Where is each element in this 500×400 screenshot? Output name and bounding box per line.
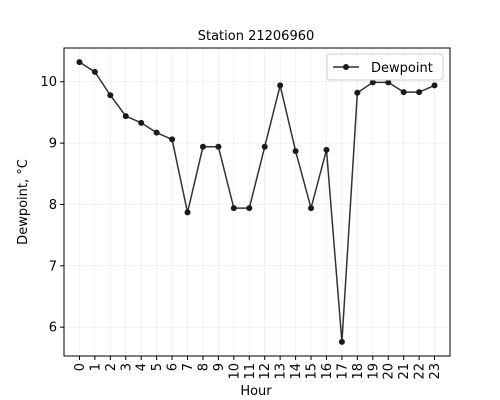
x-tick-label-13: 13 bbox=[274, 363, 289, 380]
data-point-11 bbox=[246, 205, 253, 212]
x-tick-label-8: 8 bbox=[196, 363, 211, 371]
data-point-15 bbox=[308, 205, 315, 212]
data-point-8 bbox=[199, 143, 206, 150]
x-tick-label-5: 5 bbox=[150, 363, 165, 371]
data-point-7 bbox=[184, 209, 191, 216]
y-axis-ticks: 6 7 8 9 10 bbox=[40, 75, 64, 336]
x-tick-label-14: 14 bbox=[289, 363, 304, 380]
data-point-1 bbox=[91, 68, 98, 75]
legend: Dewpoint bbox=[326, 53, 444, 81]
data-point-10 bbox=[230, 205, 237, 212]
x-tick-label-12: 12 bbox=[258, 363, 273, 380]
x-tick-label-17: 17 bbox=[335, 363, 350, 380]
x-tick-label-4: 4 bbox=[135, 363, 150, 371]
data-point-18 bbox=[354, 89, 361, 96]
x-tick-label-11: 11 bbox=[243, 363, 258, 380]
chart-title: Station 21206960 bbox=[198, 29, 315, 44]
data-point-4 bbox=[138, 119, 145, 126]
x-tick-label-20: 20 bbox=[382, 363, 397, 380]
data-point-5 bbox=[153, 129, 160, 136]
data-point-16 bbox=[323, 146, 330, 153]
x-tick-label-10: 10 bbox=[227, 363, 242, 380]
y-tick-label-3: 9 bbox=[49, 137, 57, 152]
data-point-9 bbox=[215, 143, 222, 150]
legend-entry-dewpoint: Dewpoint bbox=[371, 61, 433, 76]
data-point-12 bbox=[261, 143, 268, 150]
x-tick-label-22: 22 bbox=[413, 363, 428, 380]
x-tick-label-9: 9 bbox=[212, 363, 227, 371]
x-tick-label-3: 3 bbox=[119, 363, 134, 371]
x-tick-label-7: 7 bbox=[181, 363, 196, 371]
data-point-20 bbox=[385, 79, 392, 86]
x-tick-label-15: 15 bbox=[305, 363, 320, 380]
x-tick-label-18: 18 bbox=[351, 363, 366, 380]
y-tick-label-2: 8 bbox=[49, 198, 57, 213]
data-point-17 bbox=[338, 338, 345, 345]
data-point-21 bbox=[400, 89, 407, 96]
x-tick-label-6: 6 bbox=[166, 363, 181, 371]
data-point-22 bbox=[416, 89, 423, 96]
x-tick-label-1: 1 bbox=[88, 363, 103, 371]
y-tick-label-4: 10 bbox=[40, 75, 57, 90]
x-axis-label: Hour bbox=[240, 384, 272, 399]
y-axis-label: Dewpoint, °C bbox=[16, 159, 31, 245]
plot-area-frame bbox=[63, 47, 451, 357]
series-line-dewpoint bbox=[79, 61, 435, 342]
grid-lines bbox=[64, 48, 450, 356]
legend-box bbox=[326, 53, 444, 81]
series-layer bbox=[76, 59, 438, 345]
x-tick-label-0: 0 bbox=[73, 363, 88, 371]
y-tick-label-1: 7 bbox=[49, 259, 57, 274]
x-tick-label-23: 23 bbox=[428, 363, 443, 380]
data-point-3 bbox=[122, 113, 129, 120]
data-point-19 bbox=[369, 79, 376, 86]
data-point-23 bbox=[431, 82, 438, 89]
y-tick-label-0: 6 bbox=[49, 321, 57, 336]
x-tick-label-16: 16 bbox=[320, 363, 335, 380]
legend-marker-swatch bbox=[343, 64, 349, 70]
x-tick-label-19: 19 bbox=[366, 363, 381, 380]
x-tick-label-21: 21 bbox=[397, 363, 412, 380]
data-point-13 bbox=[277, 82, 284, 89]
data-point-0 bbox=[76, 59, 83, 66]
x-axis-ticks: 0 1 2 3 4 5 6 7 8 9 10 11 12 13 14 15 16 17 18 19 20 21 22 23 bbox=[73, 356, 443, 380]
data-point-2 bbox=[107, 92, 114, 99]
data-point-14 bbox=[292, 148, 299, 155]
data-point-6 bbox=[169, 136, 176, 143]
x-tick-label-2: 2 bbox=[104, 363, 119, 371]
